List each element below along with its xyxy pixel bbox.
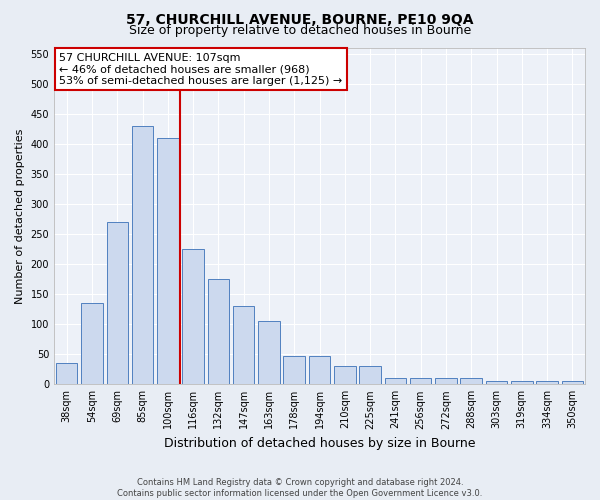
Bar [157, 138, 179, 384]
Text: Size of property relative to detached houses in Bourne: Size of property relative to detached ho… [129, 24, 471, 37]
Bar [562, 382, 583, 384]
Bar [283, 356, 305, 384]
Bar [460, 378, 482, 384]
X-axis label: Distribution of detached houses by size in Bourne: Distribution of detached houses by size … [164, 437, 475, 450]
Text: 57 CHURCHILL AVENUE: 107sqm
← 46% of detached houses are smaller (968)
53% of se: 57 CHURCHILL AVENUE: 107sqm ← 46% of det… [59, 52, 343, 86]
Bar [359, 366, 381, 384]
Text: Contains HM Land Registry data © Crown copyright and database right 2024.
Contai: Contains HM Land Registry data © Crown c… [118, 478, 482, 498]
Bar [208, 279, 229, 384]
Bar [334, 366, 356, 384]
Text: 57, CHURCHILL AVENUE, BOURNE, PE10 9QA: 57, CHURCHILL AVENUE, BOURNE, PE10 9QA [126, 12, 474, 26]
Bar [511, 382, 533, 384]
Bar [536, 382, 558, 384]
Bar [107, 222, 128, 384]
Bar [56, 364, 77, 384]
Bar [486, 382, 507, 384]
Bar [410, 378, 431, 384]
Bar [385, 378, 406, 384]
Bar [81, 303, 103, 384]
Bar [233, 306, 254, 384]
Bar [309, 356, 330, 384]
Bar [258, 321, 280, 384]
Bar [435, 378, 457, 384]
Y-axis label: Number of detached properties: Number of detached properties [15, 128, 25, 304]
Bar [182, 249, 204, 384]
Bar [132, 126, 153, 384]
